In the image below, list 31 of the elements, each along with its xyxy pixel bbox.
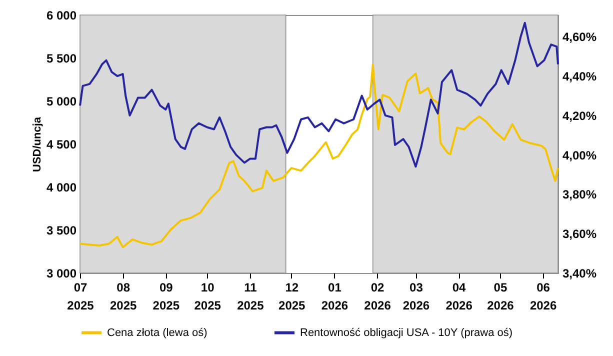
- y-axis-title: USD/uncja: [31, 116, 44, 172]
- y-tick-label: 6 000: [46, 8, 77, 22]
- x-tick-label: 05 2026: [487, 280, 514, 312]
- y2-tick-label: 3,80%: [562, 188, 597, 202]
- x-tick-label: 01 2026: [321, 280, 348, 312]
- y-tick-label: 5 500: [46, 52, 77, 66]
- y-tick-label: 3 000: [46, 266, 77, 280]
- x-tick-label: 12 2025: [278, 280, 306, 312]
- y2-tick-label: 4,60%: [562, 30, 597, 44]
- x-tick-label: 02 2026: [364, 280, 392, 312]
- y2-tick-label: 3,60%: [562, 227, 597, 242]
- line-series: [79, 64, 559, 248]
- y-tick-label: 4 000: [46, 180, 77, 194]
- y-tick-label: 4 500: [46, 138, 77, 152]
- x-tick-label: 07 2025: [67, 280, 94, 312]
- legend-label: Rentowność obligacji USA - 10Y (prawa oś): [300, 326, 513, 339]
- y-tick-label: 3 500: [46, 224, 77, 238]
- x-tick-label: 09 2025: [152, 280, 180, 312]
- x-tick-label: 10 2025: [194, 280, 222, 312]
- x-tick-label: 06 2026: [530, 280, 557, 312]
- y2-tick-label: 3,40%: [562, 266, 597, 280]
- y2-tick-label: 4,40%: [562, 70, 597, 84]
- y2-tick-label: 4,00%: [562, 148, 597, 162]
- legend-label: Cena złota (lewa oś): [107, 326, 208, 339]
- y-tick-label: 5 000: [46, 94, 77, 108]
- x-tick-label: 11 2025: [237, 280, 264, 312]
- x-tick-label: 03 2026: [402, 280, 430, 312]
- x-tick-label: 08 2025: [110, 280, 137, 312]
- y2-tick-label: 4,20%: [562, 108, 597, 123]
- x-tick-label: 04 2026: [446, 280, 473, 312]
- line-series: [79, 22, 559, 168]
